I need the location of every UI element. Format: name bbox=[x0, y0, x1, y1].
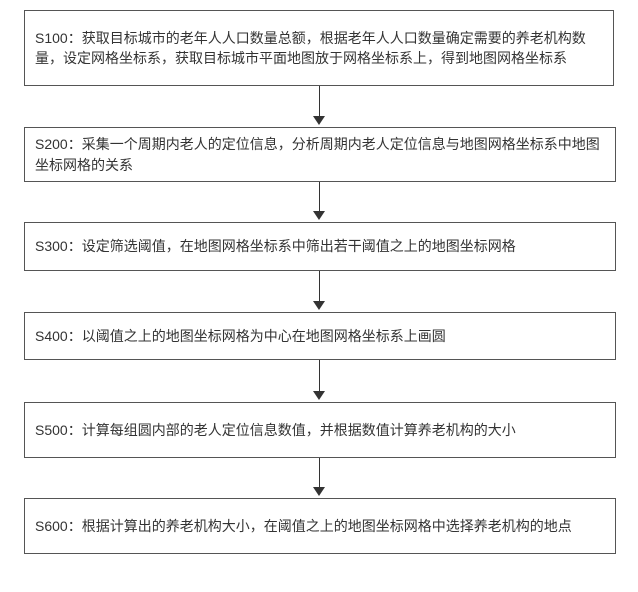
arrow-shaft bbox=[319, 182, 320, 212]
step-s600: S600：根据计算出的养老机构大小，在阈值之上的地图坐标网格中选择养老机构的地点 bbox=[24, 498, 616, 554]
arrow-s100-s200 bbox=[313, 86, 325, 125]
step-text: S400：以阈值之上的地图坐标网格为中心在地图网格坐标系上画圆 bbox=[35, 326, 446, 346]
step-s500: S500：计算每组圆内部的老人定位信息数值，并根据数值计算养老机构的大小 bbox=[24, 402, 616, 458]
arrow-s500-s600 bbox=[313, 458, 325, 496]
arrow-shaft bbox=[319, 271, 320, 302]
arrow-s300-s400 bbox=[313, 271, 325, 310]
step-s400: S400：以阈值之上的地图坐标网格为中心在地图网格坐标系上画圆 bbox=[24, 312, 616, 360]
arrow-s200-s300 bbox=[313, 182, 325, 220]
step-text: S500：计算每组圆内部的老人定位信息数值，并根据数值计算养老机构的大小 bbox=[35, 420, 516, 440]
arrow-head-icon bbox=[313, 116, 325, 125]
step-text: S100：获取目标城市的老年人人口数量总额，根据老年人人口数量确定需要的养老机构… bbox=[35, 28, 603, 69]
arrow-head-icon bbox=[313, 391, 325, 400]
step-s100: S100：获取目标城市的老年人人口数量总额，根据老年人人口数量确定需要的养老机构… bbox=[24, 10, 614, 86]
arrow-head-icon bbox=[313, 487, 325, 496]
flowchart-container: S100：获取目标城市的老年人人口数量总额，根据老年人人口数量确定需要的养老机构… bbox=[0, 0, 638, 592]
arrow-shaft bbox=[319, 86, 320, 117]
arrow-head-icon bbox=[313, 301, 325, 310]
step-text: S300：设定筛选阈值，在地图网格坐标系中筛出若干阈值之上的地图坐标网格 bbox=[35, 236, 516, 256]
arrow-s400-s500 bbox=[313, 360, 325, 400]
step-s300: S300：设定筛选阈值，在地图网格坐标系中筛出若干阈值之上的地图坐标网格 bbox=[24, 222, 616, 271]
step-text: S600：根据计算出的养老机构大小，在阈值之上的地图坐标网格中选择养老机构的地点 bbox=[35, 516, 572, 536]
arrow-shaft bbox=[319, 458, 320, 488]
arrow-shaft bbox=[319, 360, 320, 392]
step-text: S200：采集一个周期内老人的定位信息，分析周期内老人定位信息与地图网格坐标系中… bbox=[35, 134, 605, 175]
step-s200: S200：采集一个周期内老人的定位信息，分析周期内老人定位信息与地图网格坐标系中… bbox=[24, 127, 616, 182]
arrow-head-icon bbox=[313, 211, 325, 220]
